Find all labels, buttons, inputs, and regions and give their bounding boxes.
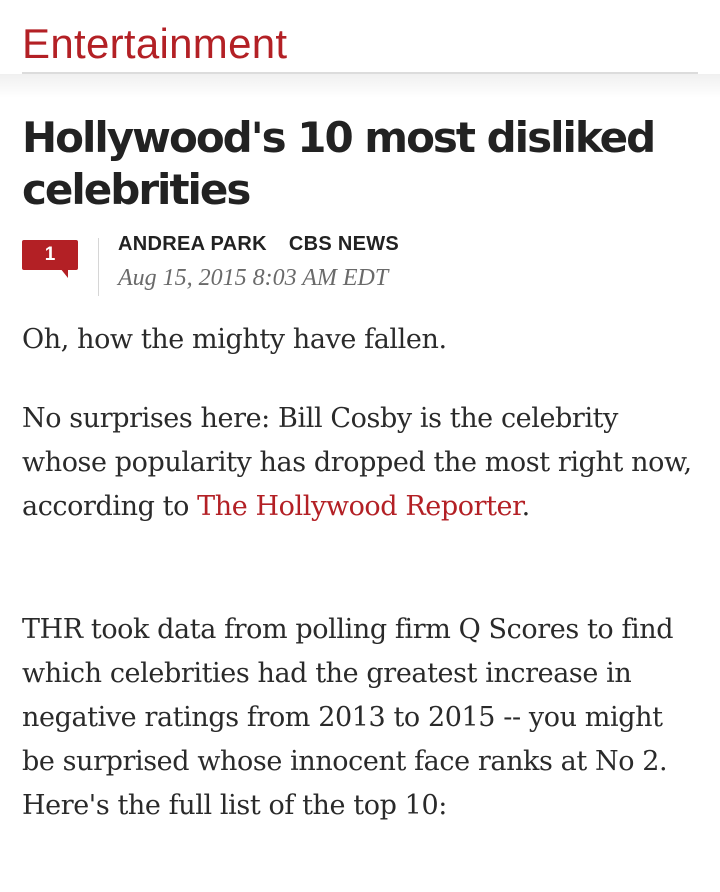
publish-timestamp: Aug 15, 2015 8:03 AM EDT — [118, 265, 389, 291]
byline: ANDREA PARK CBS NEWS — [118, 231, 399, 257]
section-header: Entertainment — [22, 16, 698, 74]
author-name: ANDREA PARK — [118, 233, 267, 255]
paragraph-text: . — [521, 491, 531, 522]
byline-divider — [98, 238, 99, 296]
article-paragraph-1: Oh, how the mighty have fallen. — [22, 324, 447, 355]
source-name: CBS NEWS — [288, 233, 400, 255]
paragraph-text: No surprises here: Bill Cosby is the cel… — [22, 403, 692, 522]
hollywood-reporter-link[interactable]: The Hollywood Reporter — [197, 491, 522, 522]
article-headline: Hollywood's 10 most disliked celebrities — [22, 113, 656, 214]
comment-count: 1 — [44, 244, 56, 265]
comment-bubble-icon — [22, 240, 78, 270]
comment-count-button[interactable]: 1 — [22, 240, 78, 278]
section-title[interactable]: Entertainment — [22, 20, 288, 67]
comment-bubble-tail — [60, 268, 68, 278]
article-paragraph-2: No surprises here: Bill Cosby is the cel… — [22, 397, 702, 529]
article-paragraph-3: THR took data from polling firm Q Scores… — [22, 614, 674, 821]
header-shadow — [0, 74, 720, 98]
